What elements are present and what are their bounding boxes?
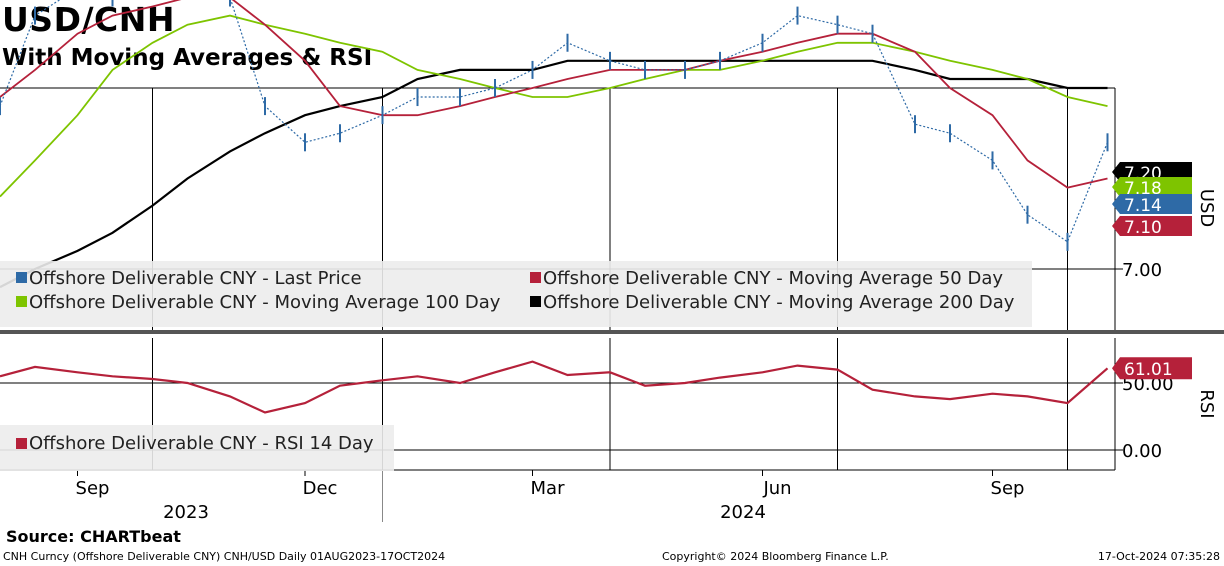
legend-swatch bbox=[16, 438, 27, 449]
x-month-label: Dec bbox=[303, 478, 338, 499]
legend-swatch bbox=[16, 272, 27, 283]
footer-copyright: Copyright© 2024 Bloomberg Finance L.P. bbox=[662, 550, 889, 563]
price-y-tick: 7.00 bbox=[1122, 260, 1162, 281]
rsi-legend-box bbox=[0, 425, 394, 471]
rsi-y-tick-0: 0.00 bbox=[1122, 441, 1162, 462]
series-line-price bbox=[0, 0, 1109, 243]
rsi-y-tick-50: 50.00 bbox=[1122, 374, 1174, 395]
legend-entry: Offshore Deliverable CNY - Last Price bbox=[29, 268, 362, 289]
price-axis-label: USD bbox=[1196, 189, 1217, 227]
x-month-label: Sep bbox=[991, 478, 1025, 499]
source-note: Source: CHARTbeat bbox=[6, 527, 181, 546]
x-year-label: 2024 bbox=[720, 502, 766, 523]
rsi-last-value-label: 61.01 bbox=[1124, 360, 1173, 380]
series-line-ma200 bbox=[0, 59, 1108, 289]
rsi-axis-label: RSI bbox=[1196, 389, 1217, 418]
legend-swatch bbox=[530, 272, 541, 283]
legend-entry: Offshore Deliverable CNY - Moving Averag… bbox=[543, 292, 1015, 313]
last-value-badge bbox=[1112, 194, 1192, 214]
chart-title: USD/CNH bbox=[2, 0, 175, 39]
footer-timestamp: 17-Oct-2024 07:35:28 bbox=[1097, 550, 1220, 563]
last-value-badge bbox=[1112, 216, 1192, 236]
legend-swatch bbox=[16, 296, 27, 307]
legend-entry: Offshore Deliverable CNY - Moving Averag… bbox=[29, 292, 501, 313]
last-value-badge bbox=[1112, 177, 1192, 197]
legend-swatch bbox=[530, 296, 541, 307]
legend-entry: Offshore Deliverable CNY - Moving Averag… bbox=[543, 268, 1003, 289]
series-line-ma50 bbox=[0, 0, 1108, 189]
legend-entry: Offshore Deliverable CNY - RSI 14 Day bbox=[29, 433, 374, 454]
series-line-rsi bbox=[0, 360, 1109, 414]
x-month-label: Jun bbox=[762, 478, 791, 499]
rsi-last-value-badge bbox=[1112, 357, 1192, 380]
x-month-label: Sep bbox=[76, 478, 110, 499]
footer-ticker-info: CNH Curncy (Offshore Deliverable CNY) CN… bbox=[3, 550, 446, 563]
last-value-label: 7.14 bbox=[1124, 196, 1162, 216]
last-value-label: 7.10 bbox=[1124, 218, 1162, 238]
x-month-label: Mar bbox=[531, 478, 566, 499]
series-line-ma100 bbox=[0, 14, 1108, 198]
x-year-label: 2023 bbox=[163, 502, 209, 523]
price-legend-box bbox=[0, 261, 1032, 327]
